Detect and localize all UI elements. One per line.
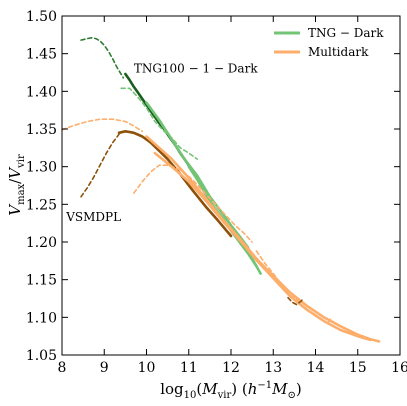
series-line-9 [133, 164, 253, 243]
x-tick-label: 8 [58, 360, 67, 376]
x-tick-label: 9 [100, 360, 109, 376]
y-tick-label: 1.10 [26, 310, 57, 326]
y-tick-label: 1.15 [26, 273, 57, 289]
y-axis-label: Vmax/Vvir [6, 154, 27, 216]
ticks-layer: 8 9 10 11 12 13 14 15 16 1.05 1.10 1.15 1.20 1.25 1.30… [26, 9, 407, 376]
legend-label: TNG − Dark [308, 26, 384, 40]
legend-label: Multidark [308, 45, 369, 59]
series-line-1 [80, 37, 125, 79]
legend: TNG − Dark Multidark [274, 26, 384, 59]
x-tick-label: 12 [222, 360, 240, 376]
y-tick-label: 1.35 [26, 122, 57, 138]
series-line-13 [287, 296, 304, 306]
y-tick-label: 1.45 [26, 47, 57, 63]
x-tick-label: 13 [264, 360, 282, 376]
series-layer [61, 37, 381, 343]
series-line-14 [327, 316, 334, 324]
annotation-label: TNG100 − 1 − Dark [134, 62, 259, 76]
y-tick-label: 1.05 [26, 348, 57, 364]
y-tick-label: 1.40 [26, 84, 57, 100]
y-tick-label: 1.50 [26, 9, 57, 25]
annotations: TNG100 − 1 − Dark VSMDPL [65, 62, 258, 224]
series-line-12 [255, 250, 300, 302]
y-tick-label: 1.20 [26, 235, 57, 251]
y-tick-label: 1.25 [26, 197, 57, 213]
series-line-7 [80, 133, 120, 198]
series-line-3 [120, 87, 198, 160]
x-tick-label: 15 [349, 360, 367, 376]
y-tick-label: 1.30 [26, 160, 57, 176]
series-line-6 [61, 118, 144, 133]
series-line-10 [145, 135, 381, 343]
x-tick-label: 16 [391, 360, 407, 376]
annotation-label: VSMDPL [65, 210, 121, 224]
series-line-5 [187, 165, 258, 268]
x-tick-label: 11 [180, 360, 198, 376]
x-tick-label: 10 [138, 360, 156, 376]
x-tick-label: 14 [307, 360, 325, 376]
series-line-8 [117, 130, 233, 238]
x-axis-label: log10(Mvir) (h−1M⊙) [160, 380, 302, 401]
series-line-11 [153, 151, 372, 342]
